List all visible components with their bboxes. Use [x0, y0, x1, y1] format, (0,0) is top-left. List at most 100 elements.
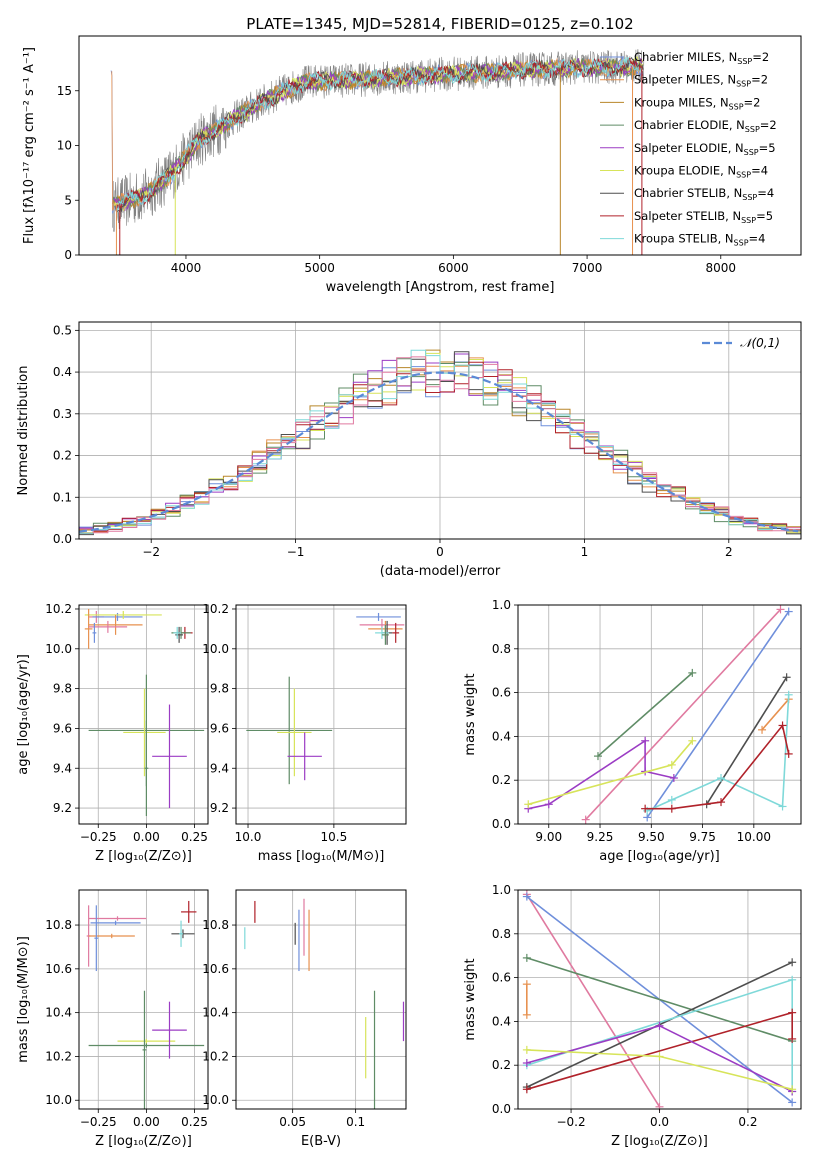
weight-series-line: [526, 957, 793, 1042]
x-tick-label: −0.2: [556, 1115, 585, 1129]
y-tick-label: 0.2: [53, 449, 72, 463]
y-tick-label: 9.2: [53, 801, 72, 815]
errorbar-point: [92, 612, 143, 621]
weight-marker: [758, 725, 767, 734]
legend-entry: Salpeter ELODIE, NSSP=5: [634, 141, 776, 157]
mass-vs-ebv-panel: 0.05 0.1 10.0 10.2 10.4 10.6 10.8 E(B-V): [202, 889, 407, 1149]
y-tick-label: 0.6: [492, 686, 511, 700]
y-axis-label: Normed distribution: [16, 366, 31, 496]
x-axis-label: E(B-V): [301, 1134, 341, 1149]
errorbar-point: [152, 704, 187, 809]
weight-marker: [522, 1085, 531, 1094]
weight-marker: [655, 1021, 664, 1030]
errorbar-point: [287, 732, 322, 781]
y-tick-label: 1.0: [492, 883, 511, 897]
y-tick-label: 10.0: [45, 642, 72, 656]
weight-series-line: [761, 698, 790, 731]
weight-plot-area: [524, 605, 793, 824]
weight-marker: [522, 980, 531, 989]
x-tick-label: 0.25: [181, 830, 208, 844]
x-tick-label: 7000: [572, 261, 603, 275]
weight-marker: [784, 690, 793, 699]
x-tick-label: 10.0: [235, 830, 262, 844]
y-tick-label: 5: [64, 193, 72, 207]
legend-entry: Chabrier MILES, NSSP=2: [634, 50, 769, 66]
errorbar-point: [84, 610, 162, 619]
weight-marker: [788, 975, 797, 984]
x-tick-label: 9.50: [638, 830, 665, 844]
x-tick-label: 0.00: [133, 830, 160, 844]
legend-entry: Kroupa ELODIE, NSSP=4: [634, 164, 768, 180]
legend-entry: Chabrier STELIB, NSSP=4: [634, 186, 774, 202]
figure-title: PLATE=1345, MJD=52814, FIBERID=0125, z=0…: [246, 15, 633, 33]
y-axis-label: mass weight: [463, 958, 478, 1040]
x-tick-label: 9.00: [535, 830, 562, 844]
errorbar-point: [356, 612, 401, 621]
weight-marker: [522, 953, 531, 962]
y-tick-label: 1.0: [492, 598, 511, 612]
y-tick-label: 10.4: [45, 1006, 72, 1020]
x-tick-label: 0: [436, 545, 444, 559]
weight-marker: [788, 1085, 797, 1094]
age-vs-mass-panel: 10.0 10.5 9.2 9.4 9.6 9.8 10.0 10.2 mass [log₁₀(…: [202, 602, 407, 864]
spectrum-plot-area: [110, 49, 645, 255]
y-tick-label: 9.2: [210, 801, 229, 815]
weight-marker: [776, 605, 785, 614]
y-tick-label: 10.0: [45, 1093, 72, 1107]
x-axis-label: Z [log₁₀(Z/Z⊙)]: [611, 1134, 708, 1149]
errorbar-point: [375, 626, 389, 639]
y-axis-label: Flux [fλ10⁻¹⁷ erg cm⁻² s⁻¹ A⁻¹]: [22, 47, 37, 244]
x-axis-label: Z [log₁₀(Z/Z⊙)]: [95, 849, 192, 864]
weight-marker: [778, 802, 787, 811]
y-tick-label: 10.2: [202, 1049, 229, 1063]
weight-marker: [522, 1010, 531, 1019]
y-tick-label: 10.6: [202, 962, 229, 976]
spectrum-panel: 4000 5000 6000 7000 8000 0 5 10 15 wavelength [An…: [22, 35, 802, 295]
x-tick-label: 4000: [171, 261, 202, 275]
weight-marker: [788, 958, 797, 967]
x-axis-label: Z [log₁₀(Z/Z⊙)]: [95, 1134, 192, 1149]
weight-marker: [669, 774, 678, 783]
errorbar-point: [152, 1001, 187, 1059]
y-axis-label: mass weight: [463, 673, 478, 755]
weight-marker: [717, 798, 726, 807]
weight-vs-Z-panel: −0.2 0.0 0.2 0.0 0.2 0.4 0.6 0.8 1.0 Z [log₁₀(Z/Z…: [463, 883, 802, 1149]
weight-marker: [788, 1098, 797, 1107]
weight-marker: [788, 1034, 797, 1043]
weight-series-line: [706, 676, 788, 805]
x-tick-label: 6000: [438, 261, 469, 275]
x-axis-label: wavelength [Angstrom, rest frame]: [326, 280, 555, 295]
errorbar-point: [117, 1038, 176, 1044]
legend-entry: Kroupa STELIB, NSSP=4: [634, 232, 765, 248]
weight-series-line: [646, 611, 790, 818]
errorbar-point: [246, 676, 333, 785]
y-tick-label: 0.3: [53, 407, 72, 421]
weight-vs-age-panel: 9.00 9.25 9.50 9.75 10.00 0.0 0.2 0.4 0.6 0.8 1.0 a…: [463, 598, 802, 864]
residuals-panel: −2 −1 0 1 2 0.0 0.1 0.2 0.3 0.4 0.5 (data-model)/er…: [16, 321, 802, 579]
errorbar-point: [381, 624, 389, 645]
mass-vs-Z-panel: −0.25 0.00 0.25 10.0 10.2 10.4 10.6 10.8 Z [log₁…: [16, 889, 209, 1149]
y-tick-label: 0.4: [492, 1014, 511, 1028]
y-tick-label: 10.2: [202, 602, 229, 616]
errorbar-plot-area: [244, 898, 405, 1109]
weight-series-line: [646, 694, 790, 812]
y-tick-label: 10.4: [202, 1006, 229, 1020]
weight-marker: [667, 804, 676, 813]
x-tick-label: 9.25: [587, 830, 614, 844]
errorbar-point: [88, 916, 147, 921]
weight-plot-area: [522, 890, 797, 1111]
errorbar-point: [277, 688, 312, 777]
y-axis-label: mass [log₁₀(M/M⊙)]: [16, 936, 31, 1063]
y-tick-label: 10.8: [45, 918, 72, 932]
weight-marker: [667, 795, 676, 804]
weight-marker: [688, 668, 697, 677]
errorbar-point: [392, 622, 400, 643]
y-tick-label: 9.6: [53, 721, 72, 735]
errorbar-point: [88, 614, 143, 635]
x-tick-label: 2: [725, 545, 733, 559]
weight-marker: [784, 749, 793, 758]
y-tick-label: 0.0: [492, 1102, 511, 1116]
weight-series-line: [526, 893, 661, 1108]
x-axis-label: age [log₁₀(age/yr)]: [599, 849, 720, 864]
